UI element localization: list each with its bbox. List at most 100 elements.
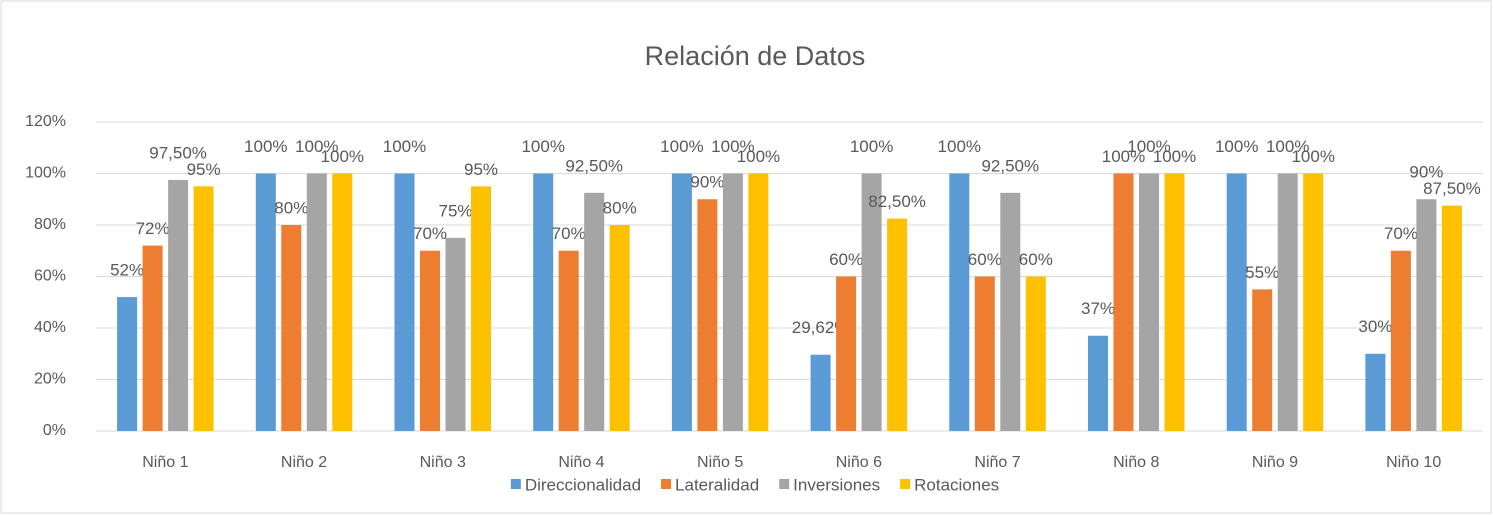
bar (584, 192, 605, 431)
bar (1365, 353, 1386, 431)
bar (1164, 173, 1185, 431)
x-tick-label: Niño 1 (142, 454, 188, 471)
y-tick-label: 120% (25, 113, 66, 130)
data-label: 60% (829, 250, 863, 269)
bar (722, 173, 743, 431)
legend-label: Direccionalidad (525, 475, 641, 494)
data-label: 100% (1266, 137, 1309, 156)
data-label: 90% (1409, 163, 1443, 182)
data-label: 60% (968, 250, 1002, 269)
data-label: 87,50% (1423, 179, 1481, 198)
bar (445, 237, 466, 431)
data-label: 92,50% (981, 156, 1039, 175)
bar (142, 245, 163, 431)
data-label: 90% (690, 173, 724, 192)
bar (861, 173, 882, 431)
data-label: 100% (521, 137, 564, 156)
bar (1113, 173, 1134, 431)
legend-swatch (900, 479, 911, 489)
data-label: 100% (850, 137, 893, 156)
bar (1139, 173, 1159, 431)
bar (1088, 335, 1108, 431)
data-label: 100% (321, 147, 364, 166)
bar (1000, 192, 1021, 431)
bar (1416, 199, 1437, 431)
bar (836, 276, 857, 431)
legend-swatch (779, 479, 790, 489)
data-label: 100% (1102, 147, 1145, 166)
data-label: 100% (711, 137, 754, 156)
data-label: 52% (110, 261, 144, 280)
data-label: 100% (1215, 137, 1258, 156)
bar (332, 173, 353, 431)
x-tick-label: Niño 9 (1252, 454, 1298, 471)
data-label: 70% (552, 224, 586, 243)
x-tick-label: Niño 3 (420, 454, 466, 471)
bar (887, 218, 908, 431)
data-label: 29,62% (792, 318, 850, 337)
bar (748, 173, 769, 431)
bar (281, 225, 302, 431)
data-label: 100% (383, 137, 426, 156)
x-tick-label: Niño 4 (558, 454, 604, 471)
bar (1025, 276, 1046, 431)
bar (394, 173, 415, 431)
bar (609, 225, 630, 431)
data-label: 92,50% (565, 156, 623, 175)
data-label: 100% (1127, 137, 1170, 156)
data-label: 60% (1019, 250, 1053, 269)
chart-title: Relación de Datos (645, 41, 866, 71)
data-label: 70% (1384, 224, 1418, 243)
data-label: 100% (1291, 147, 1334, 166)
data-label: 100% (660, 137, 703, 156)
data-label: 70% (413, 224, 447, 243)
bar (810, 354, 831, 431)
bar (471, 186, 491, 431)
data-label: 37% (1081, 299, 1115, 318)
bar (1252, 289, 1273, 431)
y-tick-label: 60% (34, 268, 66, 285)
data-label: 100% (737, 147, 780, 166)
data-label: 95% (464, 160, 498, 179)
y-tick-label: 80% (34, 216, 66, 233)
x-tick-label: Niño 10 (1386, 454, 1441, 471)
bar (306, 173, 327, 431)
y-tick-label: 40% (34, 319, 66, 336)
data-label: 97,50% (149, 143, 207, 162)
x-tick-label: Niño 5 (697, 454, 743, 471)
data-label: 82,50% (868, 192, 926, 211)
data-label: 95% (187, 160, 221, 179)
bar (949, 173, 970, 431)
data-label: 80% (274, 198, 308, 217)
bar (1277, 173, 1298, 431)
x-tick-label: Niño 2 (281, 454, 327, 471)
data-label: 100% (1153, 147, 1196, 166)
data-label: 75% (438, 201, 472, 220)
legend-label: Rotaciones (914, 475, 999, 494)
data-label: 72% (136, 219, 170, 238)
bar (697, 199, 718, 431)
y-tick-label: 20% (34, 371, 66, 388)
legend-label: Lateralidad (675, 475, 759, 494)
y-tick-label: 100% (25, 165, 66, 182)
x-tick-label: Niño 7 (974, 454, 1020, 471)
data-label: 55% (1245, 263, 1279, 282)
data-label: 80% (603, 198, 637, 217)
bar (558, 250, 579, 431)
legend-swatch (661, 479, 672, 489)
bar (193, 186, 214, 431)
x-tick-label: Niño 8 (1113, 454, 1159, 471)
bar (1441, 205, 1462, 431)
bar (1303, 173, 1324, 431)
bar (974, 276, 995, 431)
data-label: 30% (1358, 317, 1392, 336)
data-label: 100% (244, 137, 287, 156)
data-label: 100% (295, 137, 338, 156)
bar (420, 250, 440, 431)
bar (117, 297, 138, 431)
bar (671, 173, 692, 431)
bar (1390, 250, 1411, 431)
data-label: 100% (938, 137, 981, 156)
